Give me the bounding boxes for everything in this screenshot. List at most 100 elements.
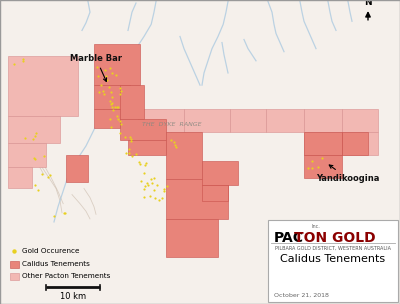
Point (171, 140, 177, 145)
Point (309, 158, 316, 163)
Point (152, 195, 158, 200)
Point (94, 64, 101, 69)
Bar (8, 116, 60, 143)
Bar (202, 185, 228, 201)
Point (161, 188, 167, 193)
Bar (120, 85, 144, 119)
Bar (10, 273, 19, 280)
Point (107, 117, 113, 122)
Point (164, 184, 170, 188)
Text: Calidus Tenements: Calidus Tenements (280, 254, 385, 264)
Point (32, 131, 39, 136)
Point (146, 193, 153, 198)
Bar (230, 109, 266, 132)
Point (319, 155, 325, 160)
Point (305, 166, 312, 171)
Point (113, 105, 120, 110)
Point (148, 177, 154, 181)
Point (112, 72, 119, 77)
Point (159, 196, 166, 201)
Bar (342, 109, 378, 132)
Point (144, 180, 150, 185)
Bar (138, 109, 184, 132)
Bar (202, 161, 238, 185)
Point (114, 114, 120, 119)
Text: PAC: PAC (274, 231, 304, 245)
Bar (128, 140, 166, 155)
Point (108, 101, 114, 106)
Point (107, 99, 114, 104)
Bar (10, 261, 19, 268)
Point (109, 94, 116, 99)
Point (172, 143, 178, 147)
Text: Inc.: Inc. (312, 224, 321, 229)
Point (20, 56, 26, 61)
Point (151, 175, 157, 180)
Point (142, 184, 148, 189)
Bar (94, 85, 130, 109)
Point (22, 135, 28, 140)
Point (128, 137, 134, 142)
Bar (342, 132, 378, 155)
Point (142, 163, 148, 168)
Point (149, 181, 156, 186)
Point (32, 182, 38, 187)
Bar (166, 132, 202, 179)
Bar (94, 44, 140, 85)
Text: PILBARA GOLD DISTRICT, WESTERN AUSTRALIA: PILBARA GOLD DISTRICT, WESTERN AUSTRALIA (275, 245, 391, 250)
Point (109, 105, 115, 110)
Point (31, 157, 38, 161)
Point (40, 154, 47, 159)
Point (126, 146, 132, 151)
Point (102, 68, 108, 73)
Point (314, 165, 321, 170)
Point (126, 135, 133, 140)
Point (115, 105, 122, 109)
Point (144, 182, 151, 187)
Point (11, 61, 17, 66)
Point (136, 159, 142, 164)
Text: Calidus Tenements: Calidus Tenements (22, 261, 90, 267)
Point (128, 154, 135, 158)
Point (108, 89, 114, 94)
Point (108, 71, 115, 75)
Point (168, 138, 175, 143)
Point (122, 135, 129, 140)
Point (100, 91, 107, 96)
Text: 10 km: 10 km (60, 292, 86, 301)
Point (45, 174, 52, 179)
Point (30, 137, 36, 142)
Bar (166, 179, 228, 219)
Point (108, 101, 115, 106)
Bar (94, 109, 120, 128)
Point (62, 210, 68, 215)
Point (138, 178, 144, 183)
Point (103, 74, 109, 79)
Point (117, 86, 124, 91)
Text: Yandikoogina: Yandikoogina (316, 165, 379, 183)
Bar (268, 220, 398, 302)
Bar (8, 56, 78, 116)
Point (108, 125, 115, 130)
Point (104, 77, 110, 82)
Text: TON GOLD: TON GOLD (294, 231, 376, 245)
Bar (184, 109, 230, 132)
Point (151, 188, 157, 193)
Point (61, 211, 67, 216)
Point (154, 183, 160, 188)
Point (140, 187, 147, 192)
Point (39, 171, 46, 176)
Point (137, 161, 144, 166)
Point (115, 117, 122, 122)
Point (98, 83, 104, 88)
Point (126, 150, 133, 155)
Bar (8, 143, 46, 167)
Text: THE  DYKE  RANGE: THE DYKE RANGE (142, 122, 202, 127)
Bar (266, 109, 304, 132)
Bar (304, 155, 342, 178)
Point (100, 88, 106, 93)
Bar (120, 119, 166, 140)
Point (173, 144, 180, 149)
Point (143, 160, 149, 165)
Bar (166, 219, 218, 257)
